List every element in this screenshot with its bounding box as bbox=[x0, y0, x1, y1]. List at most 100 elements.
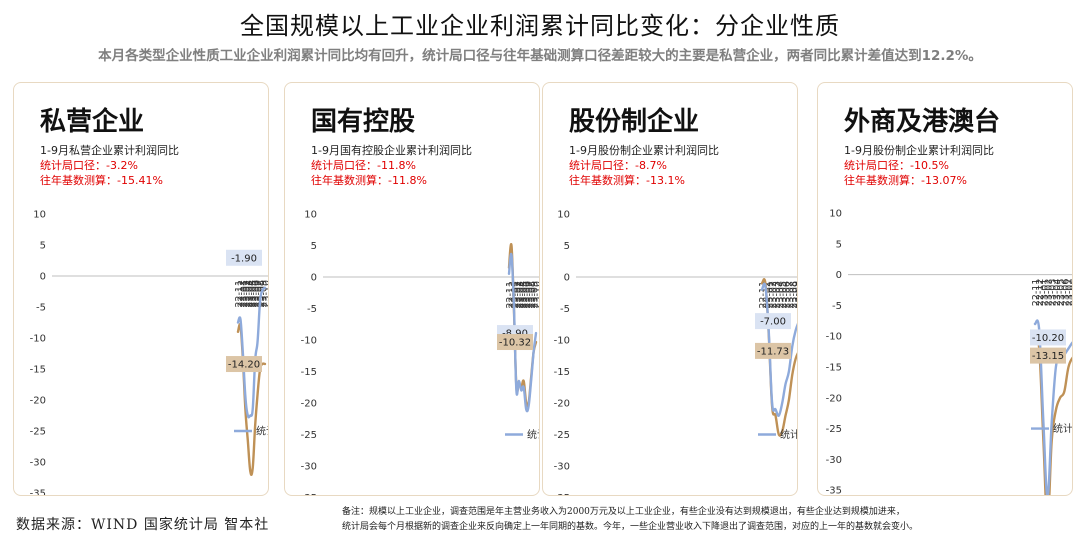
data-label-bg bbox=[755, 342, 791, 359]
chart-card-shareholding: 股份制企业 1-9月股份制企业累计利润同比 统计局口径：-8.7% 往年基数测算… bbox=[542, 82, 798, 496]
stat-text: 统计局口径：-10.5% bbox=[844, 159, 949, 172]
data-label: -1.90 bbox=[231, 253, 257, 264]
y-tick-label: -25 bbox=[301, 430, 317, 441]
base-text: 往年基数测算：-13.07% bbox=[844, 174, 967, 187]
x-tick-label: 23-03 bbox=[515, 281, 526, 309]
y-tick-label: -5 bbox=[307, 304, 317, 315]
x-tick-label: 23-05 bbox=[520, 281, 531, 309]
stat-text: 统计局口径：-3.2% bbox=[40, 159, 138, 172]
x-tick-label: 23-02 bbox=[512, 281, 523, 309]
panel-info: 1-9月股份制企业累计利润同比 统计局口径：-8.7% 往年基数测算：-13.1… bbox=[569, 143, 719, 188]
y-tick-label: -20 bbox=[301, 399, 317, 410]
x-tick-label: 23-01 bbox=[1039, 279, 1050, 307]
y-tick-label: -25 bbox=[30, 427, 46, 438]
x-tick-label: 23-05 bbox=[249, 280, 260, 308]
x-tick-label: 23-01 bbox=[239, 280, 250, 308]
y-tick-label: -5 bbox=[560, 304, 570, 315]
y-tick-label: -10 bbox=[554, 336, 570, 347]
x-tick-label: 23-03 bbox=[244, 280, 255, 308]
data-label: -10.20 bbox=[1032, 333, 1064, 344]
data-label-bg bbox=[1030, 347, 1066, 364]
y-tick-label: -35 bbox=[301, 493, 317, 495]
x-tick-label: 23-04 bbox=[1052, 279, 1063, 307]
x-tick-label: 23-06 bbox=[782, 281, 793, 309]
y-tick-label: 5 bbox=[836, 239, 842, 250]
y-tick-label: 10 bbox=[33, 210, 46, 221]
x-tick-label: 23-10 bbox=[261, 280, 268, 308]
panel-description: 1-9月股份制企业累计利润同比 bbox=[844, 144, 994, 157]
x-tick-label: 23-04 bbox=[775, 281, 786, 309]
y-tick-label: 0 bbox=[564, 273, 570, 284]
x-tick-label: 23-09 bbox=[530, 281, 539, 309]
x-tick-label: 23-05 bbox=[1056, 279, 1067, 307]
y-tick-label: -15 bbox=[826, 363, 842, 374]
page-title: 全国规模以上工业企业利润累计同比变化：分企业性质 bbox=[240, 12, 840, 40]
y-tick-label: -30 bbox=[301, 462, 317, 473]
y-tick-label: -20 bbox=[826, 393, 842, 404]
footnote-line: 备注：规模以上工业企业，调查范围是年主营业务收入为2000万元及以上工业企业，有… bbox=[342, 507, 905, 517]
y-tick-label: 5 bbox=[40, 241, 46, 252]
footnote: 备注：规模以上工业企业，调查范围是年主营业务收入为2000万元及以上工业企业，有… bbox=[342, 505, 1077, 535]
data-label: -7.00 bbox=[760, 317, 786, 328]
panel-info: 1-9月股份制企业累计利润同比 统计局口径：-10.5% 往年基数测算：-13.… bbox=[844, 143, 994, 188]
x-tick-label: 23-08 bbox=[1069, 279, 1072, 307]
chart-shareholding: 1050-5-10-15-20-25-30-35-4022-1122-1223-… bbox=[554, 210, 797, 495]
panel-description: 1-9月国有控股企业累计利润同比 bbox=[311, 144, 472, 157]
y-tick-label: 5 bbox=[564, 241, 570, 252]
y-tick-label: -15 bbox=[554, 367, 570, 378]
stat-text: 统计局口径：-11.8% bbox=[311, 159, 416, 172]
x-tick-label: 23-02 bbox=[768, 281, 779, 309]
panel-description: 1-9月私营企业累计利润同比 bbox=[40, 144, 179, 157]
panel-info: 1-9月私营企业累计利润同比 统计局口径：-3.2% 往年基数测算：-15.41… bbox=[40, 143, 179, 188]
x-tick-label: 23-09 bbox=[259, 280, 268, 308]
y-tick-label: -35 bbox=[30, 489, 46, 496]
y-tick-label: 10 bbox=[304, 210, 317, 221]
page-subtitle: 本月各类型企业性质工业企业利润累计同比均有回升，统计局口径与往年基础测算口径差距… bbox=[98, 48, 982, 64]
base-text: 往年基数测算：-15.41% bbox=[40, 174, 163, 187]
panel-info: 1-9月国有控股企业累计利润同比 统计局口径：-11.8% 往年基数测算：-11… bbox=[311, 143, 472, 188]
y-tick-label: 0 bbox=[311, 273, 317, 284]
y-tick-label: -10 bbox=[301, 336, 317, 347]
x-tick-label: 23-01 bbox=[510, 281, 521, 309]
x-tick-label: 22-11 bbox=[758, 281, 769, 309]
x-tick-label: 23-05 bbox=[778, 281, 789, 309]
y-tick-label: -5 bbox=[832, 301, 842, 312]
x-tick-label: 23-10 bbox=[532, 281, 539, 309]
y-tick-label: -10 bbox=[30, 334, 46, 345]
y-tick-label: -30 bbox=[554, 462, 570, 473]
data-label-bg bbox=[1030, 329, 1066, 346]
data-label: -10.32 bbox=[499, 338, 531, 349]
base-text: 往年基数测算：-13.1% bbox=[569, 174, 685, 187]
panel-description: 1-9月股份制企业累计利润同比 bbox=[569, 144, 719, 157]
x-tick-label: 22-12 bbox=[1035, 279, 1046, 307]
x-tick-label: 23-06 bbox=[522, 281, 533, 309]
y-tick-label: -5 bbox=[36, 303, 46, 314]
chart-card-private: 私营企业 1-9月私营企业累计利润同比 统计局口径：-3.2% 往年基数测算：-… bbox=[13, 82, 269, 496]
y-tick-label: 0 bbox=[40, 272, 46, 283]
stat-text: 统计局口径：-8.7% bbox=[569, 159, 667, 172]
x-tick-label: 23-08 bbox=[788, 281, 797, 309]
series-line bbox=[507, 252, 538, 413]
data-label: -13.15 bbox=[1032, 351, 1064, 362]
data-label: -14.20 bbox=[228, 360, 260, 371]
y-tick-label: 0 bbox=[836, 270, 842, 281]
legend-label: 统计局口径 bbox=[780, 428, 797, 441]
y-tick-label: -15 bbox=[301, 367, 317, 378]
y-tick-label: -25 bbox=[826, 424, 842, 435]
y-tick-label: 5 bbox=[311, 241, 317, 252]
data-label: -11.73 bbox=[757, 346, 789, 357]
chart-private: 1050-5-10-15-20-25-30-35-4022-1122-1223-… bbox=[30, 210, 268, 496]
legend-label: 统计局口径 bbox=[527, 428, 539, 441]
footnote-line: 统计局会每个月根据新的调查企业来反向确定上一年同期的基数。今年，一些企业营业收入… bbox=[342, 522, 919, 532]
chart-foreign: 1050-5-10-15-20-25-30-35-4022-1122-1223-… bbox=[826, 209, 1072, 495]
x-tick-label: 23-06 bbox=[1060, 279, 1071, 307]
x-tick-label: 22-11 bbox=[234, 280, 245, 308]
y-tick-label: -30 bbox=[826, 455, 842, 466]
x-tick-label: 23-04 bbox=[246, 280, 257, 308]
x-tick-label: 23-07 bbox=[525, 281, 536, 309]
y-tick-label: -20 bbox=[30, 396, 46, 407]
y-tick-label: -10 bbox=[826, 332, 842, 343]
data-label-bg bbox=[497, 334, 533, 351]
x-tick-label: 23-03 bbox=[771, 281, 782, 309]
panel-title: 股份制企业 bbox=[569, 107, 700, 137]
